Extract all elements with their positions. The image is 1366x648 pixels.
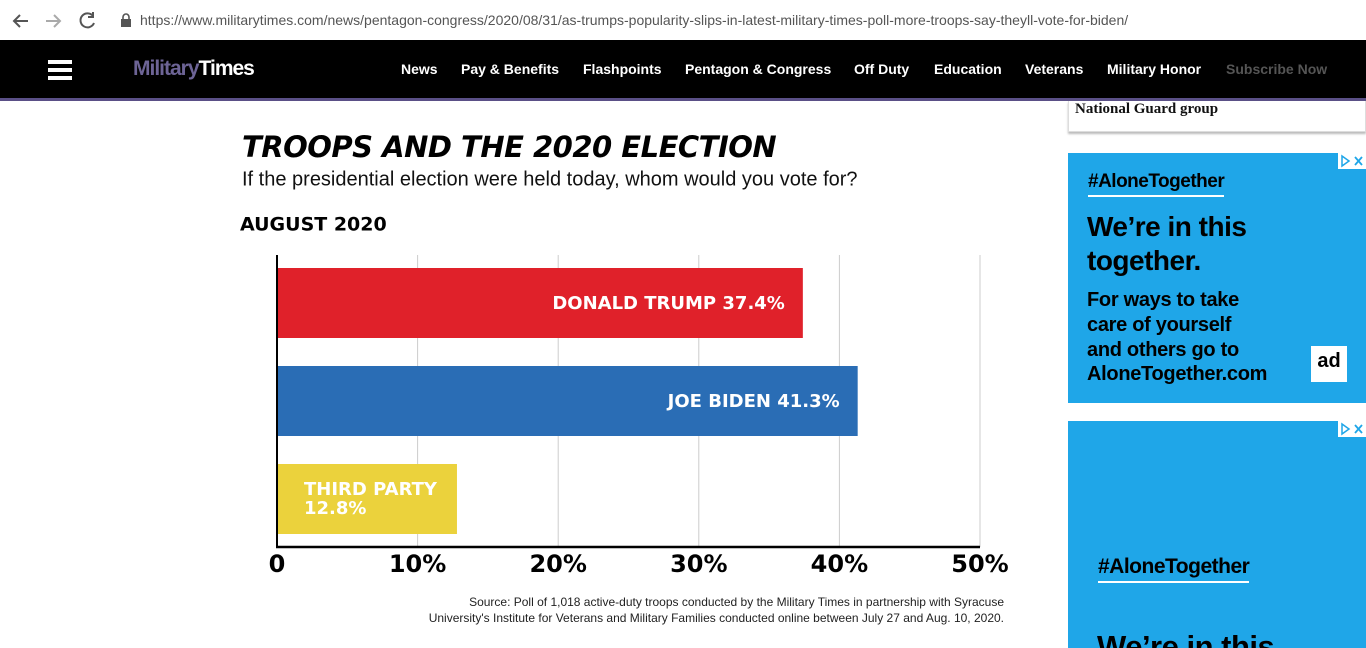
category-label: DONALD TRUMP	[552, 293, 716, 314]
forward-button[interactable]	[46, 14, 62, 28]
nav-item[interactable]: News	[401, 61, 438, 77]
ad-body: AloneTogether.com	[1087, 363, 1268, 385]
category-label: THIRD PARTY	[304, 479, 438, 500]
bar-label: DONALD TRUMP 37.4%	[552, 293, 785, 314]
sidebar-card[interactable]: National Guard group	[1068, 101, 1366, 132]
x-tick-label: 0	[269, 550, 286, 578]
ad-body: care of yourself	[1087, 314, 1232, 336]
bar	[277, 464, 457, 534]
chart: TROOPS AND THE 2020 ELECTION If the pres…	[240, 130, 1009, 625]
x-tick-label: 10%	[389, 550, 446, 578]
browser-bar: https://www.militarytimes.com/news/penta…	[0, 0, 1366, 40]
logo-part: Times	[198, 57, 255, 80]
x-tick-label: 50%	[951, 550, 1008, 578]
ad-headline: We’re in this	[1087, 211, 1247, 242]
value-label: 37.4%	[722, 293, 784, 314]
nav-item[interactable]: Flashpoints	[583, 61, 662, 77]
nav-item[interactable]: Military Honor	[1107, 61, 1202, 77]
nav-item[interactable]: Off Duty	[854, 61, 910, 77]
lock-icon	[121, 13, 131, 27]
x-tick-label: 20%	[529, 550, 586, 578]
bar	[277, 268, 803, 338]
chart-source: University's Institute for Veterans and …	[429, 611, 1004, 625]
site-nav: MilitaryTimes News Pay & Benefits Flashp…	[0, 40, 1366, 101]
menu-button[interactable]	[48, 59, 72, 81]
ad[interactable]: #AloneTogether We’re in this	[1068, 421, 1366, 648]
ad-body: and others go to	[1087, 339, 1239, 361]
chart-period: AUGUST 2020	[240, 214, 387, 236]
url[interactable]: https://www.militarytimes.com/news/penta…	[140, 12, 1129, 28]
subscribe-link[interactable]: Subscribe Now	[1226, 61, 1328, 77]
ad-headline: together.	[1087, 245, 1201, 276]
ad-choices[interactable]	[1338, 421, 1366, 437]
value-label: 41.3%	[777, 391, 839, 412]
chart-source: Source: Poll of 1,018 active-duty troops…	[469, 595, 1004, 609]
ad-hashtag: #AloneTogether	[1088, 171, 1225, 197]
ad-choices[interactable]	[1338, 153, 1366, 169]
reload-button[interactable]	[79, 12, 95, 29]
ad-hashtag: #AloneTogether	[1098, 555, 1250, 583]
bar-label: JOE BIDEN 41.3%	[666, 391, 840, 412]
ad[interactable]: #AloneTogether We’re in this together. F…	[1068, 153, 1366, 403]
logo[interactable]: MilitaryTimes	[133, 57, 255, 81]
ad-headline: We’re in this	[1097, 629, 1275, 648]
back-button[interactable]	[12, 14, 28, 28]
nav-item[interactable]: Pentagon & Congress	[685, 61, 832, 77]
nav-item[interactable]: Veterans	[1025, 61, 1084, 77]
category-label: JOE BIDEN	[666, 391, 771, 412]
chart-subtitle: If the presidential election were held t…	[242, 168, 858, 190]
card-text: National Guard group	[1075, 101, 1219, 117]
x-tick-label: 40%	[811, 550, 868, 578]
nav-item[interactable]: Education	[934, 61, 1002, 77]
browser-buttons	[12, 12, 95, 29]
ad-council-logo: ad	[1311, 346, 1347, 382]
chart-title: TROOPS AND THE 2020 ELECTION	[242, 130, 776, 164]
nav-item[interactable]: Pay & Benefits	[461, 61, 560, 77]
value-label: 12.8%	[304, 498, 366, 519]
bar	[277, 366, 858, 436]
logo-part: Military	[133, 57, 200, 80]
x-tick-label: 30%	[670, 550, 727, 578]
ad-body: For ways to take	[1087, 289, 1239, 311]
